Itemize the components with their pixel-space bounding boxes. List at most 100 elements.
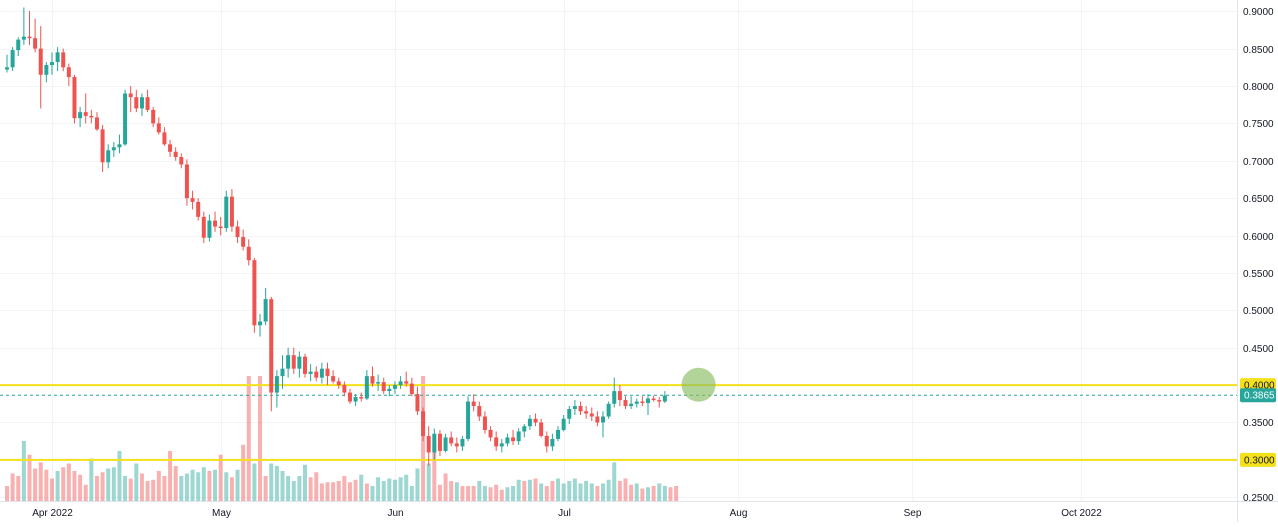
- candle-body: [432, 433, 437, 453]
- candle: [567, 406, 572, 424]
- candle: [78, 106, 83, 128]
- y-tick-label: 0.8500: [1243, 45, 1274, 56]
- candle-body: [499, 443, 504, 447]
- volume-bar: [325, 482, 330, 501]
- candle: [106, 144, 111, 169]
- candle: [246, 239, 251, 266]
- candle-body: [662, 395, 667, 402]
- volume-bar: [123, 476, 128, 501]
- volume-bar: [511, 486, 516, 501]
- candle: [550, 433, 555, 451]
- volume-bar: [61, 467, 66, 501]
- candle: [381, 377, 386, 395]
- candle-body: [139, 97, 144, 109]
- volume-bar: [533, 478, 538, 501]
- candle: [201, 211, 206, 244]
- volume-bar: [280, 471, 285, 501]
- candle: [179, 153, 184, 169]
- candle-body: [392, 385, 397, 389]
- candle: [27, 11, 32, 45]
- volume-bar: [550, 481, 555, 501]
- candle-body: [578, 406, 583, 412]
- volume-bar: [668, 487, 673, 501]
- candle-body: [612, 391, 617, 404]
- candle-body: [297, 356, 302, 369]
- candle-body: [342, 385, 347, 393]
- last-price-label: 0.3865: [1244, 391, 1275, 402]
- candle: [286, 347, 291, 378]
- candle: [207, 214, 212, 242]
- candle: [83, 93, 88, 124]
- candle: [657, 397, 662, 408]
- candle-body: [5, 67, 9, 70]
- candle-body: [331, 376, 336, 382]
- time-axis[interactable]: Apr 2022 May Jun Jul Aug Sep Oct 2022: [32, 508, 1102, 519]
- candle: [623, 396, 628, 410]
- candle: [533, 413, 538, 427]
- candle-body: [511, 437, 516, 442]
- candle-body: [533, 418, 538, 423]
- candle: [634, 398, 639, 408]
- candle: [342, 381, 347, 397]
- candle-body: [421, 411, 426, 436]
- candle-body: [38, 48, 43, 75]
- candle: [325, 362, 330, 386]
- candle: [297, 351, 302, 378]
- candle-body: [314, 371, 319, 378]
- candle: [94, 112, 99, 131]
- candle: [488, 426, 493, 442]
- candle: [128, 85, 133, 113]
- y-tick-label: 0.5500: [1243, 269, 1274, 280]
- candle: [89, 109, 94, 124]
- candle-body: [437, 433, 442, 451]
- y-tick-label: 0.7000: [1243, 157, 1274, 168]
- volume-bar: [387, 478, 392, 501]
- volume-bar: [27, 454, 32, 501]
- volume-bar: [364, 483, 369, 501]
- candle: [235, 220, 240, 244]
- candle: [645, 394, 650, 416]
- volume-bar: [156, 471, 161, 501]
- volume-bar: [72, 471, 77, 501]
- candle-body: [376, 382, 381, 384]
- candle-body: [466, 401, 471, 439]
- candle: [617, 385, 622, 407]
- volume-bar: [404, 474, 409, 501]
- candle-body: [21, 36, 26, 40]
- candle: [61, 48, 66, 72]
- volume-bar: [55, 471, 60, 501]
- volume-bar: [449, 481, 454, 501]
- volume-bar: [482, 486, 487, 501]
- volume-bar: [190, 469, 195, 501]
- volume-bar: [106, 468, 111, 501]
- candle: [460, 435, 465, 451]
- candle-body: [27, 36, 32, 39]
- candle-body: [162, 132, 167, 145]
- x-tick-label: May: [212, 508, 231, 519]
- candle: [213, 211, 218, 232]
- candle: [376, 374, 381, 392]
- volume-bar: [567, 481, 572, 501]
- candle: [398, 376, 403, 389]
- candle-body: [61, 52, 66, 68]
- candle: [33, 18, 38, 53]
- volume-bar: [584, 481, 589, 501]
- candle-body: [134, 97, 139, 109]
- volume-bar: [494, 484, 499, 501]
- candle: [404, 371, 409, 387]
- volume-bar: [49, 478, 54, 501]
- volume-bar: [162, 476, 167, 501]
- candle-body: [336, 381, 341, 386]
- candle-body: [617, 391, 622, 401]
- candle-body: [190, 198, 195, 202]
- candle: [117, 134, 122, 154]
- candle: [224, 190, 229, 232]
- candle-body: [303, 356, 308, 374]
- volume-bar: [662, 486, 667, 501]
- volume-bar: [539, 483, 544, 501]
- candle-body: [291, 355, 296, 369]
- candle: [392, 381, 397, 395]
- candle-body: [629, 403, 634, 407]
